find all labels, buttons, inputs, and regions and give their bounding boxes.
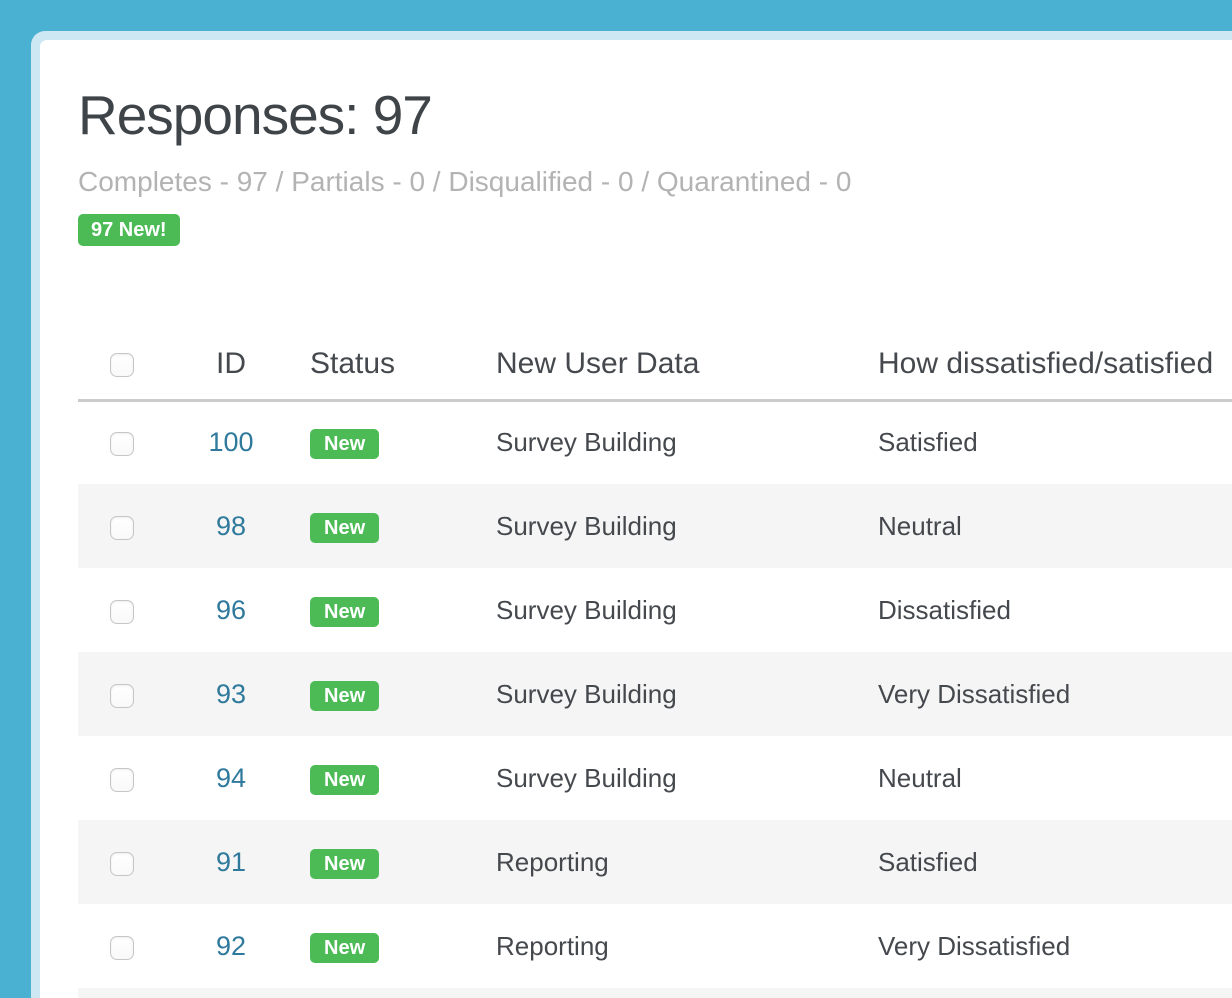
column-header-satisfaction: How dissatisfied/satisfied — [862, 330, 1232, 402]
status-badge: New — [310, 680, 380, 711]
satisfaction-cell: Neutral — [878, 762, 962, 793]
new-user-data-cell: Survey Building — [496, 427, 677, 458]
responses-panel: Responses: 97 Completes - 97 / Partials … — [40, 40, 1232, 998]
satisfaction-cell: Satisfied — [878, 427, 978, 458]
row-checkbox[interactable] — [110, 599, 134, 624]
satisfaction-cell: Dissatisfied — [878, 594, 1011, 625]
table-row[interactable]: 94 New Survey Building Neutral — [78, 736, 1232, 820]
table-row[interactable]: 98 New Survey Building Neutral — [78, 484, 1232, 568]
row-checkbox[interactable] — [110, 767, 134, 792]
status-badge: New — [310, 764, 380, 795]
response-id-link[interactable]: 93 — [215, 678, 247, 709]
column-header-new-user-data: New User Data — [480, 330, 862, 402]
row-checkbox[interactable] — [110, 432, 134, 457]
new-user-data-cell: Reporting — [496, 846, 609, 877]
column-header-id: ID — [180, 330, 282, 402]
select-all-checkbox[interactable] — [110, 353, 134, 378]
satisfaction-cell: Very Dissatisfied — [878, 930, 1071, 961]
response-id-link[interactable]: 98 — [215, 510, 247, 541]
response-id-link[interactable]: 94 — [215, 762, 247, 793]
status-badge: New — [310, 512, 380, 543]
partial-next-row — [78, 988, 1232, 998]
satisfaction-cell: Neutral — [878, 510, 962, 541]
responses-table: ID Status New User Data How dissatisfied… — [78, 330, 1232, 988]
table-row[interactable]: 91 New Reporting Satisfied — [78, 820, 1232, 904]
row-checkbox[interactable] — [110, 851, 134, 876]
new-user-data-cell: Reporting — [496, 930, 609, 961]
new-user-data-cell: Survey Building — [496, 510, 677, 541]
status-badge: New — [310, 848, 380, 879]
page-title: Responses: 97 — [78, 84, 433, 146]
satisfaction-cell: Satisfied — [878, 846, 978, 877]
satisfaction-cell: Very Dissatisfied — [878, 678, 1071, 709]
row-checkbox[interactable] — [110, 515, 134, 540]
table-row[interactable]: 93 New Survey Building Very Dissatisfied — [78, 652, 1232, 736]
table-row[interactable]: 92 New Reporting Very Dissatisfied — [78, 904, 1232, 988]
row-checkbox[interactable] — [110, 683, 134, 708]
new-user-data-cell: Survey Building — [496, 678, 677, 709]
responses-content: Responses: 97 Completes - 97 / Partials … — [40, 40, 1232, 998]
status-badge: New — [310, 429, 380, 460]
response-summary: Completes - 97 / Partials - 0 / Disquali… — [78, 166, 852, 197]
status-badge: New — [310, 596, 380, 627]
row-checkbox[interactable] — [110, 935, 134, 960]
response-id-link[interactable]: 96 — [215, 594, 247, 625]
table-row[interactable]: 100 New Survey Building Satisfied — [78, 400, 1232, 484]
column-header-status: Status — [282, 330, 480, 402]
response-id-link[interactable]: 91 — [215, 846, 247, 877]
new-user-data-cell: Survey Building — [496, 762, 677, 793]
new-responses-badge: 97 New! — [78, 214, 180, 246]
table-row[interactable]: 96 New Survey Building Dissatisfied — [78, 568, 1232, 652]
badge-row: 97 New! — [78, 214, 1232, 246]
response-id-link[interactable]: 100 — [208, 427, 254, 458]
table-header-row: ID Status New User Data How dissatisfied… — [78, 330, 1232, 402]
response-id-link[interactable]: 92 — [215, 930, 247, 961]
status-badge: New — [310, 932, 380, 963]
new-user-data-cell: Survey Building — [496, 594, 677, 625]
